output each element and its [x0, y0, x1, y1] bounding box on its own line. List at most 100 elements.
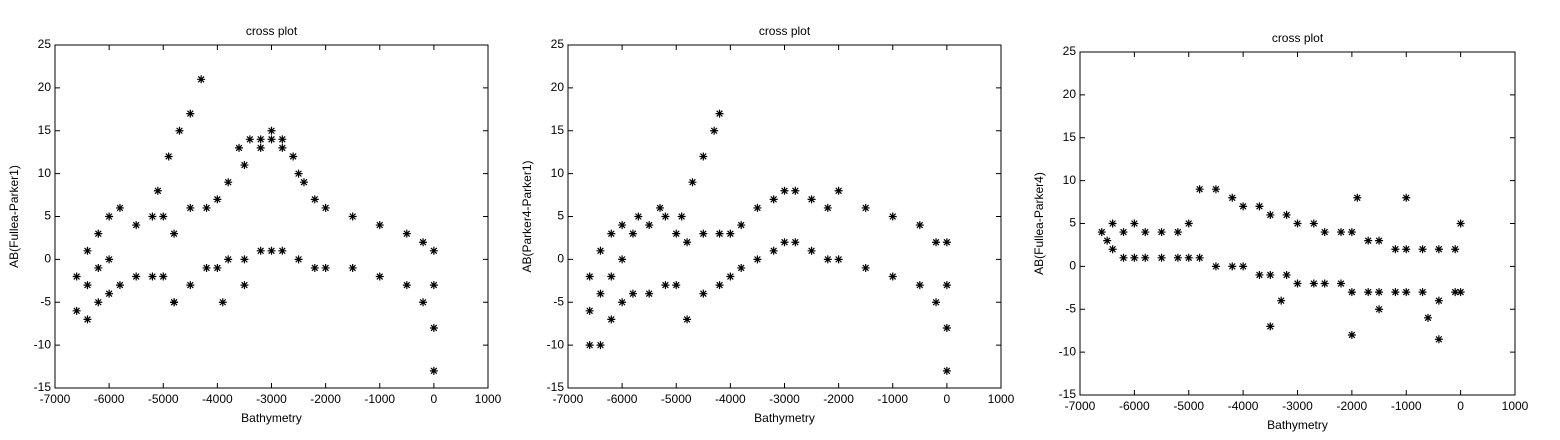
- data-point: [861, 203, 870, 212]
- chart-title: cross plot: [246, 24, 298, 38]
- data-point: [915, 221, 924, 230]
- data-point: [607, 315, 616, 324]
- chart: cross plot Bathymetry AB(Parker4-Parker1) -…: [520, 24, 1014, 425]
- data-point: [1293, 279, 1302, 288]
- data-point: [823, 255, 832, 264]
- data-point: [148, 212, 157, 221]
- data-point: [289, 152, 298, 161]
- data-point: [1293, 219, 1302, 228]
- data-point: [1451, 288, 1460, 297]
- data-point: [683, 315, 692, 324]
- data-point: [170, 298, 179, 307]
- data-point: [186, 281, 195, 290]
- chart-title: cross plot: [759, 24, 811, 38]
- x-tick-label: 1000: [475, 392, 502, 406]
- y-tick-label: -5: [40, 294, 51, 308]
- data-point: [278, 143, 287, 152]
- data-point: [1266, 270, 1275, 279]
- data-point: [213, 195, 222, 204]
- x-tick-label: -7000: [1065, 399, 1096, 413]
- data-point: [618, 221, 627, 230]
- data-point: [1451, 245, 1460, 254]
- data-point: [175, 126, 184, 135]
- data-point: [1434, 335, 1443, 344]
- data-point: [607, 229, 616, 238]
- data-point: [780, 186, 789, 195]
- x-tick-label: -6000: [94, 392, 125, 406]
- data-point: [218, 298, 227, 307]
- data-point: [656, 203, 665, 212]
- x-tick-label: -6000: [607, 392, 638, 406]
- data-point: [672, 281, 681, 290]
- data-point: [1228, 193, 1237, 202]
- data-point: [94, 298, 103, 307]
- data-point: [186, 109, 195, 118]
- data-point: [1320, 279, 1329, 288]
- data-point: [1141, 228, 1150, 237]
- data-point: [213, 263, 222, 272]
- data-point: [267, 126, 276, 135]
- data-point: [202, 263, 211, 272]
- data-point: [1157, 228, 1166, 237]
- y-tick-label: 25: [1063, 44, 1077, 58]
- data-point: [1391, 288, 1400, 297]
- data-point: [310, 263, 319, 272]
- data-point: [83, 315, 92, 324]
- data-point: [1282, 270, 1291, 279]
- data-point: [715, 109, 724, 118]
- data-point: [256, 246, 265, 255]
- data-point: [429, 246, 438, 255]
- chart: cross plot Bathymetry AB(Fullea-Parker1) -7…: [7, 24, 501, 425]
- data-point: [932, 298, 941, 307]
- data-point: [1103, 236, 1112, 245]
- y-tick-label: 25: [38, 37, 52, 51]
- y-tick-label: 0: [44, 252, 51, 266]
- x-axis-label: Bathymetry: [1267, 418, 1328, 432]
- data-point: [375, 272, 384, 281]
- data-point: [1434, 245, 1443, 254]
- data-point: [1402, 193, 1411, 202]
- data-point: [942, 323, 951, 332]
- y-tick-label: 20: [38, 80, 52, 94]
- data-point: [224, 255, 233, 264]
- data-point: [1239, 202, 1248, 211]
- data-point: [699, 152, 708, 161]
- plot-area: [54, 44, 489, 389]
- y-tick-label: 15: [1063, 130, 1077, 144]
- y-tick-label: -5: [1065, 301, 1076, 315]
- y-axis-label: AB(Fullea-Parker4): [1032, 172, 1046, 275]
- x-tick-label: -2000: [1337, 399, 1368, 413]
- y-tick-label: 5: [1069, 216, 1076, 230]
- y-tick-label: 5: [557, 209, 564, 223]
- data-point: [148, 272, 157, 281]
- data-point: [1320, 228, 1329, 237]
- data-point: [1434, 296, 1443, 305]
- data-point: [1239, 262, 1248, 271]
- data-point: [1364, 236, 1373, 245]
- data-point: [402, 281, 411, 290]
- data-point: [224, 178, 233, 187]
- data-point: [186, 203, 195, 212]
- data-point: [294, 169, 303, 178]
- y-tick-label: -5: [553, 294, 564, 308]
- x-tick-label: -3000: [1282, 399, 1313, 413]
- data-point: [1108, 219, 1117, 228]
- data-point: [115, 203, 124, 212]
- data-point: [1347, 288, 1356, 297]
- x-tick-label: -2000: [823, 392, 854, 406]
- data-point: [419, 298, 428, 307]
- data-point: [132, 221, 141, 230]
- data-point: [791, 186, 800, 195]
- data-point: [1418, 288, 1427, 297]
- data-point: [1402, 245, 1411, 254]
- data-point: [753, 255, 762, 264]
- data-point: [1130, 253, 1139, 262]
- data-point: [1211, 262, 1220, 271]
- data-point: [240, 281, 249, 290]
- data-point: [1309, 219, 1318, 228]
- x-tick-label: -6000: [1119, 399, 1150, 413]
- data-point: [1141, 253, 1150, 262]
- data-point: [402, 229, 411, 238]
- data-point: [1353, 193, 1362, 202]
